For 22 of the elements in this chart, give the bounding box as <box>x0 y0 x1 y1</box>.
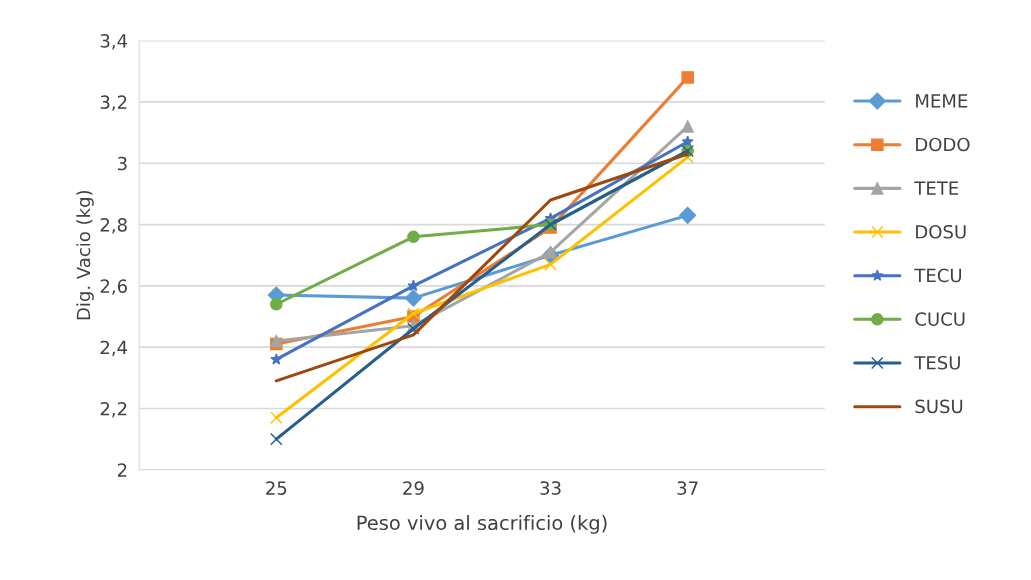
legend-label: MEME <box>916 94 968 108</box>
x-tick-label: 29 <box>403 481 424 495</box>
x-tick-label: 25 <box>266 481 287 495</box>
y-tick-label: 3 <box>117 156 127 171</box>
x-tick-label: 33 <box>540 481 561 495</box>
x-axis-title: Peso vivo al sacrificio (kg) <box>357 515 607 534</box>
y-tick-label: 2,2 <box>100 401 127 418</box>
y-tick-label: 2 <box>117 463 127 477</box>
y-tick-label: 2,4 <box>100 340 128 357</box>
legend-label: TECU <box>914 268 962 283</box>
y-tick-label: 3,4 <box>100 34 128 50</box>
y-tick-label: 2,6 <box>100 279 127 295</box>
legend-label: DODO <box>916 137 970 152</box>
legend-label: SUSU <box>915 399 963 414</box>
y-axis-title: Dig. Vacio (kg) <box>76 190 94 320</box>
y-tick-label: 3,2 <box>100 95 127 111</box>
legend-label: TETE <box>914 181 959 195</box>
y-tick-label: 2,8 <box>100 218 127 234</box>
legend-label: DOSU <box>916 224 966 239</box>
legend-label: TESU <box>914 355 960 370</box>
legend-label: CUCU <box>915 312 965 326</box>
x-tick-label: 37 <box>677 481 698 495</box>
